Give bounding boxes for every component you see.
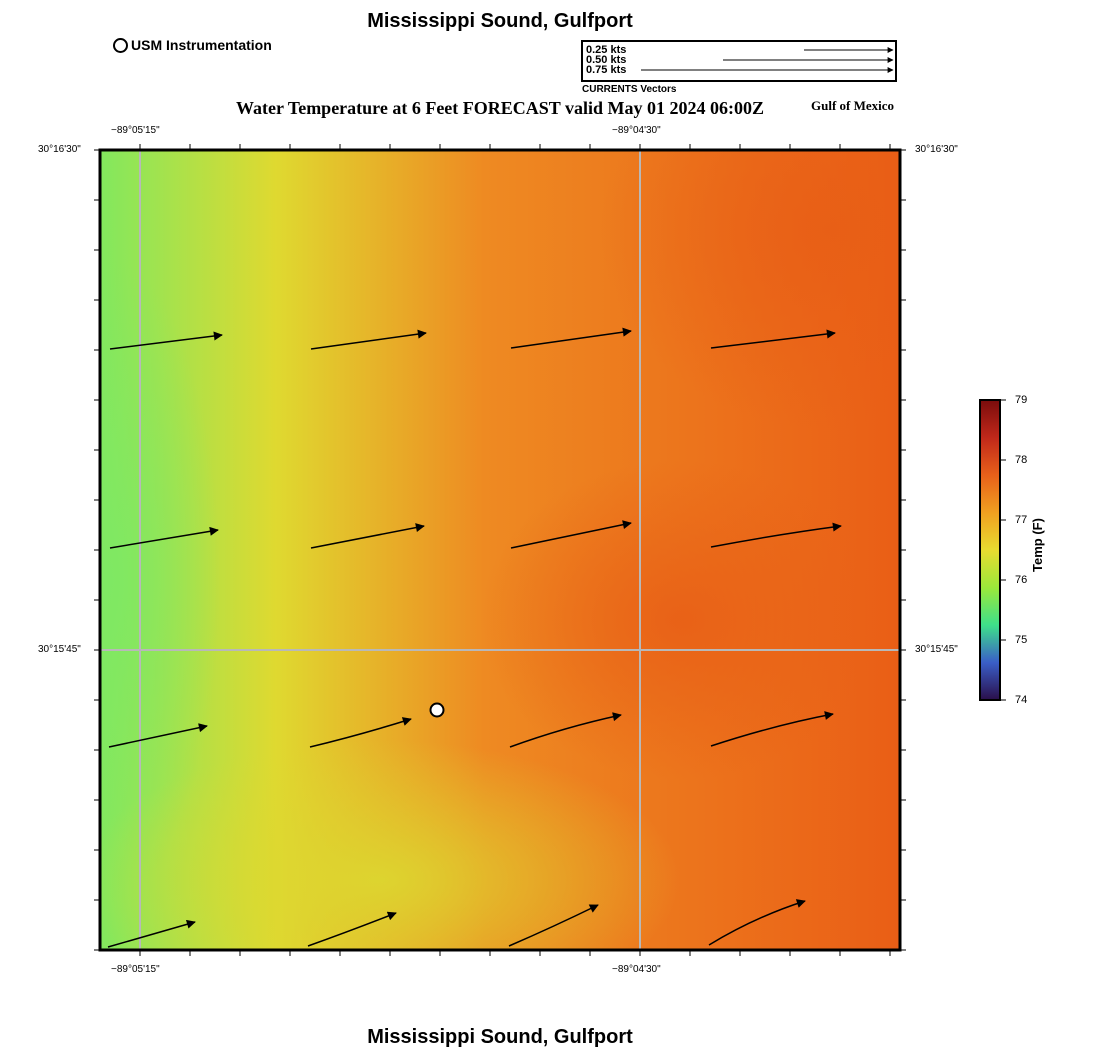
current-vector [510, 520, 632, 549]
temperature-field [100, 150, 900, 950]
vector-scale-arrows [641, 47, 894, 73]
map-title: Water Temperature at 6 Feet FORECAST val… [236, 98, 764, 118]
colorbar-ticks [1000, 399, 1006, 701]
current-vector [710, 329, 836, 349]
vector-scale-label-075: 0.75 kts [586, 64, 627, 76]
current-vector [109, 526, 219, 549]
colorbar [979, 399, 1006, 701]
vector-scale-legend: 0.25 kts 0.50 kts 0.75 kts [581, 40, 897, 82]
colorbar-title: Temp (F) [1030, 518, 1045, 572]
region-label: Gulf of Mexico [811, 98, 895, 113]
lat-label-left-2: 30°15'45" [38, 644, 81, 655]
vector-scale-label-050: 0.50 kts [586, 54, 627, 66]
lon-label-top-1: −89°05'15" [111, 125, 160, 136]
current-vector [109, 331, 223, 350]
current-vector [108, 723, 208, 748]
lon-label-bottom-1: −89°05'15" [111, 964, 160, 975]
colorbar-label-77: 77 [1015, 514, 1028, 526]
current-vector [309, 717, 412, 748]
map-ticks [94, 144, 906, 956]
current-vector [310, 523, 425, 549]
current-vector [508, 904, 599, 947]
colorbar-label-76: 76 [1015, 574, 1028, 586]
lat-label-left-1: 30°16'30" [38, 144, 81, 155]
current-vector [710, 522, 842, 548]
colorbar-label-79: 79 [1015, 394, 1028, 406]
page-title: Mississippi Sound, Gulfport [367, 10, 633, 32]
lat-label-right-1: 30°16'30" [915, 144, 958, 155]
vector-caption: CURRENTS Vectors [582, 84, 677, 95]
colorbar-ramp [979, 399, 1001, 701]
colorbar-label-78: 78 [1015, 454, 1028, 466]
vector-scale-label-025: 0.25 kts [586, 44, 627, 56]
footer-title: Mississippi Sound, Gulfport [367, 1026, 633, 1048]
graticule [100, 150, 900, 950]
instrument-legend-label: USM Instrumentation [131, 37, 272, 53]
current-vector [307, 911, 397, 947]
current-vector [510, 327, 632, 349]
colorbar-label-74: 74 [1015, 694, 1028, 706]
lon-label-bottom-2: −89°04'30" [612, 964, 661, 975]
lon-label-top-2: −89°04'30" [612, 125, 661, 136]
instrument-legend: USM Instrumentation [113, 37, 272, 53]
current-vector [509, 712, 622, 748]
lat-label-right-2: 30°15'45" [915, 644, 958, 655]
current-vector [310, 329, 427, 350]
colorbar-label-75: 75 [1015, 634, 1028, 646]
current-vectors [107, 327, 842, 948]
current-vector [107, 919, 196, 948]
usm-station-icon[interactable] [429, 702, 445, 718]
current-vector [710, 711, 834, 747]
current-vector [708, 899, 806, 946]
station-marker-icon [113, 37, 128, 53]
